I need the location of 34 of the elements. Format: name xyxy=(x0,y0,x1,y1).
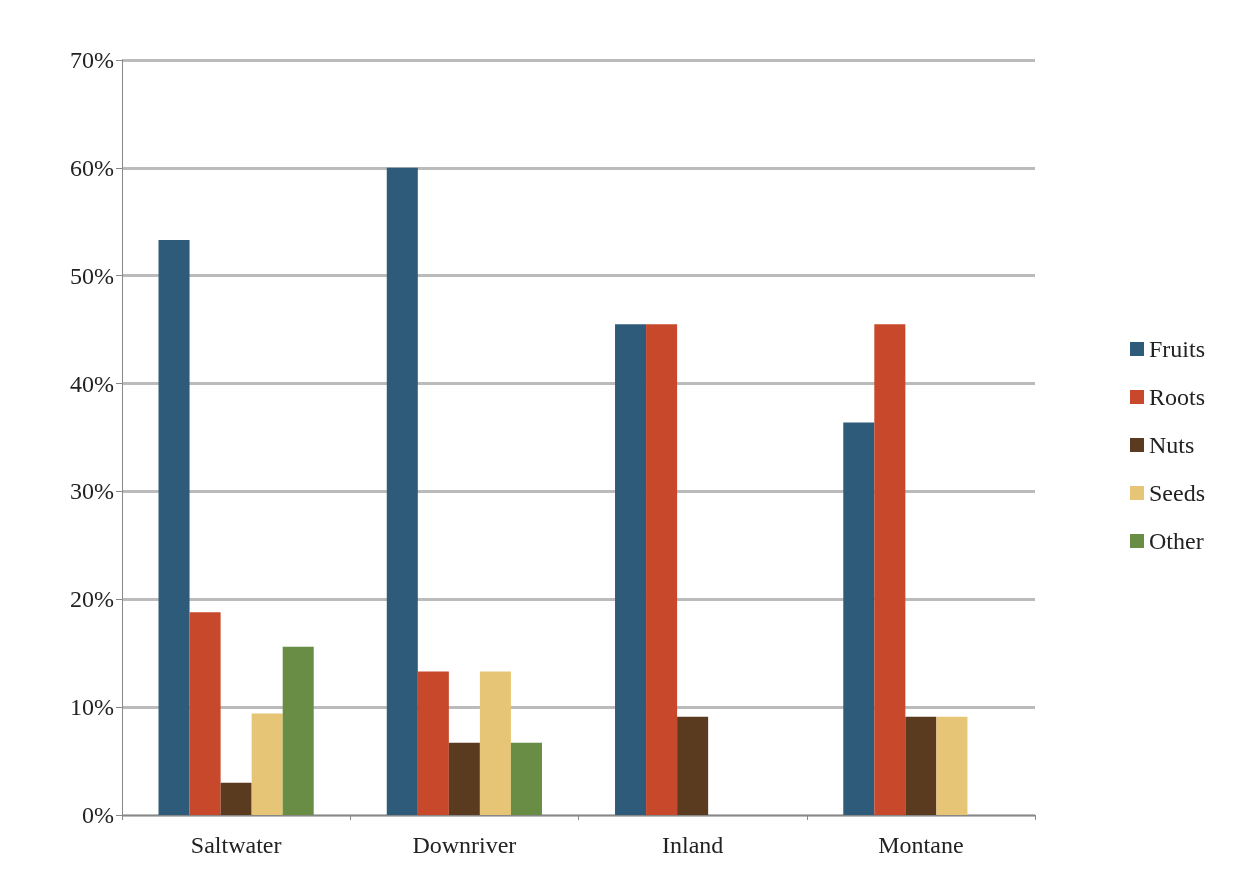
legend-label: Other xyxy=(1148,528,1204,554)
bar xyxy=(843,422,875,815)
x-tick-label: Montane xyxy=(878,832,964,858)
bar xyxy=(282,646,314,815)
bar xyxy=(448,742,480,815)
bar xyxy=(251,713,283,815)
bar xyxy=(479,671,511,815)
bar xyxy=(510,742,542,815)
bar xyxy=(874,324,906,815)
y-tick-label: 0% xyxy=(82,802,114,828)
bar xyxy=(677,716,709,815)
bar xyxy=(936,716,968,815)
y-tick-label: 70% xyxy=(70,47,114,73)
y-tick-label: 60% xyxy=(70,154,114,181)
y-tick-label: 40% xyxy=(70,370,114,397)
legend-label: Seeds xyxy=(1148,480,1205,506)
y-tick-label: 50% xyxy=(70,262,114,289)
bar xyxy=(220,782,252,815)
bar xyxy=(386,167,418,815)
x-tick-label: Downriver xyxy=(412,832,517,858)
bar xyxy=(417,671,449,815)
x-tick-label: Saltwater xyxy=(190,832,282,858)
bar xyxy=(905,716,937,815)
x-tick-label: Inland xyxy=(661,832,724,858)
y-tick-label: 30% xyxy=(70,478,114,505)
y-tick-label: 10% xyxy=(70,694,114,721)
bar xyxy=(646,324,678,815)
legend-label: Nuts xyxy=(1148,432,1195,458)
legend-label: Roots xyxy=(1148,384,1205,410)
legend-label: Fruits xyxy=(1148,336,1205,362)
bar xyxy=(189,612,221,815)
bar xyxy=(615,324,647,815)
bar xyxy=(158,240,190,815)
y-tick-label: 20% xyxy=(70,586,114,613)
